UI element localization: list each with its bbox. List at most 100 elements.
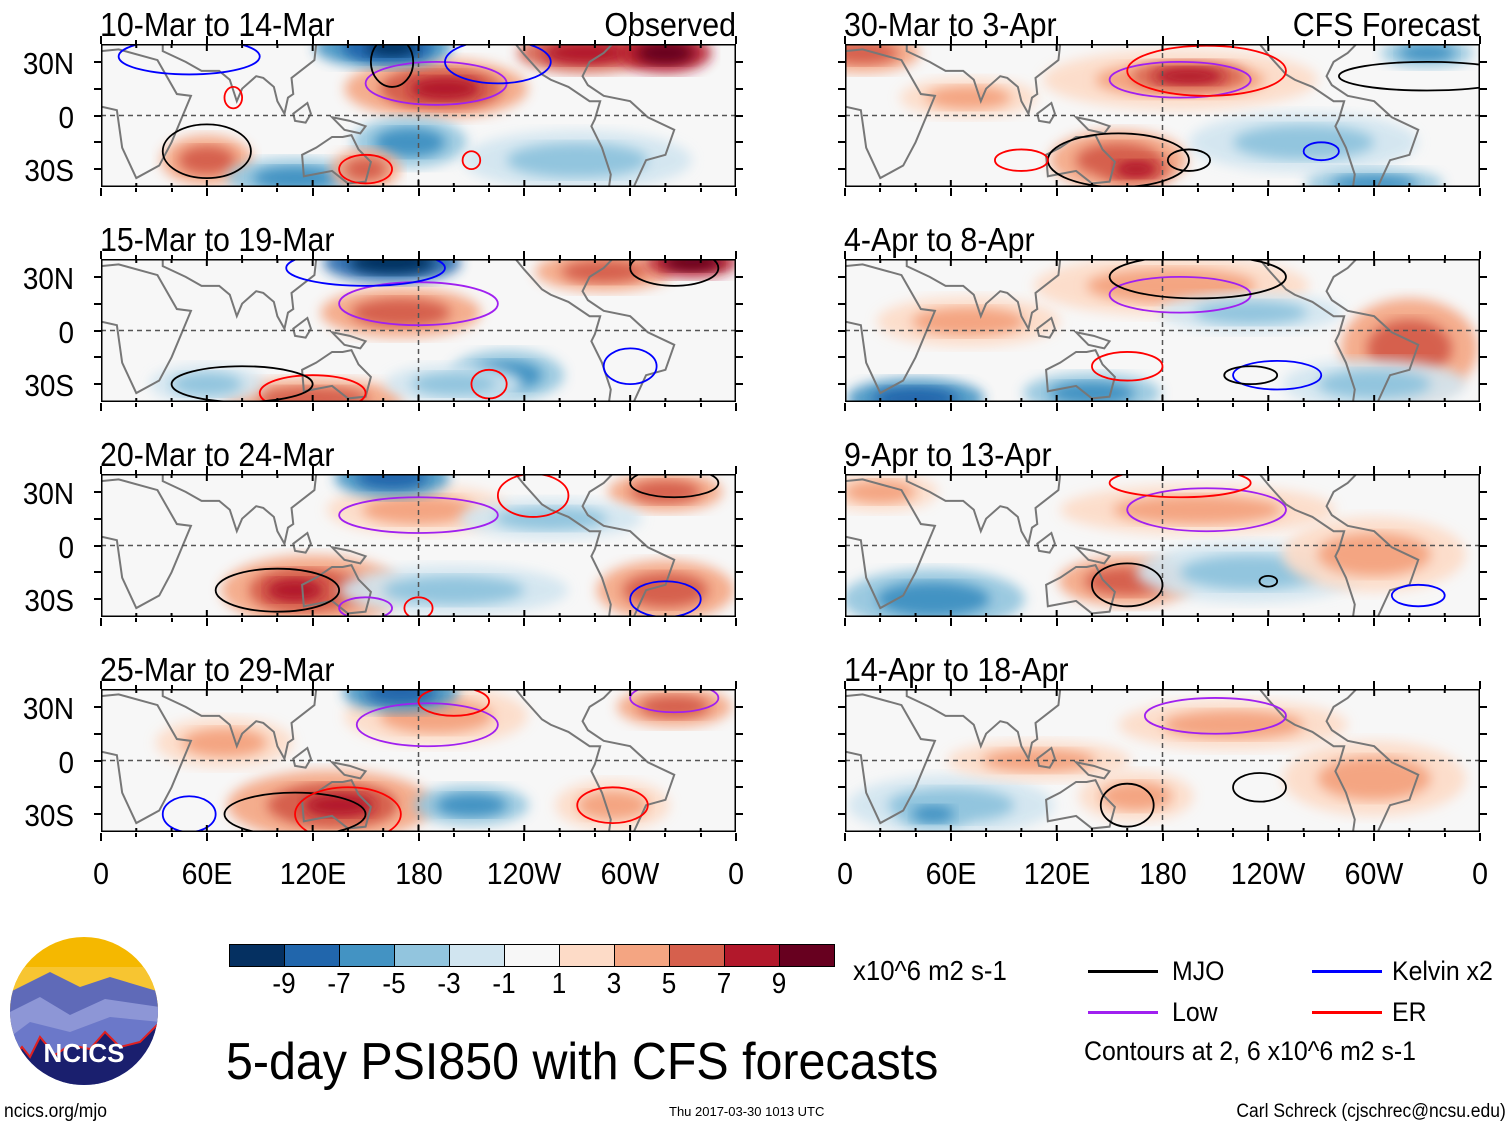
wave-contour <box>1126 487 1287 533</box>
anomaly-shading <box>663 259 721 272</box>
map-plot <box>101 259 736 402</box>
coastline <box>161 44 318 117</box>
colorbar-swatch <box>504 944 560 967</box>
coastline <box>905 689 1062 762</box>
wave-contour <box>1099 782 1155 828</box>
lat-label: 30S <box>24 368 74 404</box>
coastline <box>845 263 937 395</box>
coastline <box>301 134 372 185</box>
coastline <box>329 115 368 135</box>
wave-contour <box>338 596 393 617</box>
anomaly-shading <box>1317 532 1431 576</box>
anomaly-shading <box>374 127 445 157</box>
coastline <box>514 689 676 832</box>
coastline <box>301 779 372 830</box>
wave-contour <box>258 374 367 402</box>
lat-label: 30S <box>24 798 74 834</box>
colorbar-swatch <box>614 944 670 967</box>
lon-label: 180 <box>1138 856 1187 891</box>
anomaly-shading <box>266 578 324 602</box>
wave-contour <box>461 150 482 171</box>
coastline <box>1073 760 1112 780</box>
coastline <box>1258 259 1420 402</box>
colorbar-label: -3 <box>437 968 461 1000</box>
wave-contour <box>1232 359 1323 391</box>
wave-contour <box>355 702 499 748</box>
lon-label: 0 <box>728 856 744 891</box>
footer-author: Carl Schreck (cjschrec@ncsu.edu) <box>1236 1101 1506 1122</box>
coastline <box>292 746 312 769</box>
lon-label: 60W <box>600 856 660 891</box>
panel-title: 25-Mar to 29-Mar <box>100 651 335 688</box>
panel-title: 4-Apr to 8-Apr <box>844 221 1035 258</box>
colorbar-swatch <box>559 944 615 967</box>
coastline <box>329 330 368 350</box>
colorbar-swatch <box>669 944 725 967</box>
coastline <box>1258 689 1420 832</box>
wave-contour <box>1126 44 1287 97</box>
coastline <box>292 316 312 339</box>
anomaly-shading <box>409 77 481 101</box>
coastline <box>101 478 193 610</box>
coastline <box>101 693 193 825</box>
wave-contour <box>1258 574 1279 588</box>
legend-contour-note: Contours at 2, 6 x10^6 m2 s-1 <box>1084 1036 1416 1066</box>
lat-label: 30N <box>22 475 74 511</box>
wave-contour <box>338 153 393 185</box>
colorbar-label: 5 <box>661 968 677 1000</box>
lon-label: 0 <box>837 856 853 891</box>
wave-contour <box>117 44 261 76</box>
panel-title: 9-Apr to 13-Apr <box>844 436 1052 473</box>
coastline <box>514 259 676 402</box>
coastline <box>1036 531 1056 554</box>
coastline <box>905 259 1062 332</box>
coastline <box>1036 101 1056 124</box>
anomaly-shading <box>436 793 507 817</box>
legend-mjo-label: MJO <box>1172 956 1225 986</box>
wave-contour <box>223 85 244 110</box>
colorbar-label: -5 <box>382 968 406 1000</box>
wave-contour <box>576 786 649 824</box>
lon-label: 120E <box>279 856 346 891</box>
wave-contour <box>1143 697 1287 735</box>
anomaly-shading <box>1113 495 1283 525</box>
coastline <box>845 693 937 825</box>
figure-title: 5-day PSI850 with CFS forecasts <box>226 1033 939 1091</box>
wave-contour <box>1338 60 1480 92</box>
anomaly-shading <box>182 728 267 757</box>
wave-contour <box>1108 60 1252 99</box>
footer-url[interactable]: ncics.org/mjo <box>4 1101 107 1122</box>
colorbar-swatch <box>449 944 505 967</box>
anomaly-shading <box>178 145 236 175</box>
colorbar-label: 1 <box>551 968 567 1000</box>
anomaly-shading <box>577 790 648 820</box>
anomaly-shading <box>344 157 387 181</box>
anomaly-shading <box>638 695 710 719</box>
lon-label: 120W <box>1231 856 1306 891</box>
wave-contour <box>417 689 490 717</box>
coastline <box>514 44 676 187</box>
lon-label: 60E <box>925 856 977 891</box>
legend-low-line <box>1088 1011 1158 1014</box>
wave-contour <box>338 496 499 534</box>
coastline <box>514 474 676 617</box>
wave-contour <box>444 44 552 85</box>
map-plot <box>101 474 736 617</box>
anomaly-shading <box>1194 301 1308 325</box>
map-plot <box>845 474 1480 617</box>
coastline <box>1036 316 1056 339</box>
anomaly-shading <box>349 259 435 275</box>
anomaly-shading <box>356 474 428 490</box>
coastline <box>1073 545 1112 565</box>
anomaly-shading <box>1317 369 1431 399</box>
lat-label: 30N <box>22 690 74 726</box>
legend-low-label: Low <box>1172 997 1218 1027</box>
wave-contour <box>1091 351 1164 382</box>
panel-title: 10-Mar to 14-Mar <box>100 6 335 43</box>
anomaly-shading <box>637 44 694 65</box>
coastline <box>329 545 368 565</box>
anomaly-shading <box>876 581 990 617</box>
coastline <box>292 531 312 554</box>
coastline <box>1258 44 1420 187</box>
colorbar-swatch <box>394 944 450 967</box>
